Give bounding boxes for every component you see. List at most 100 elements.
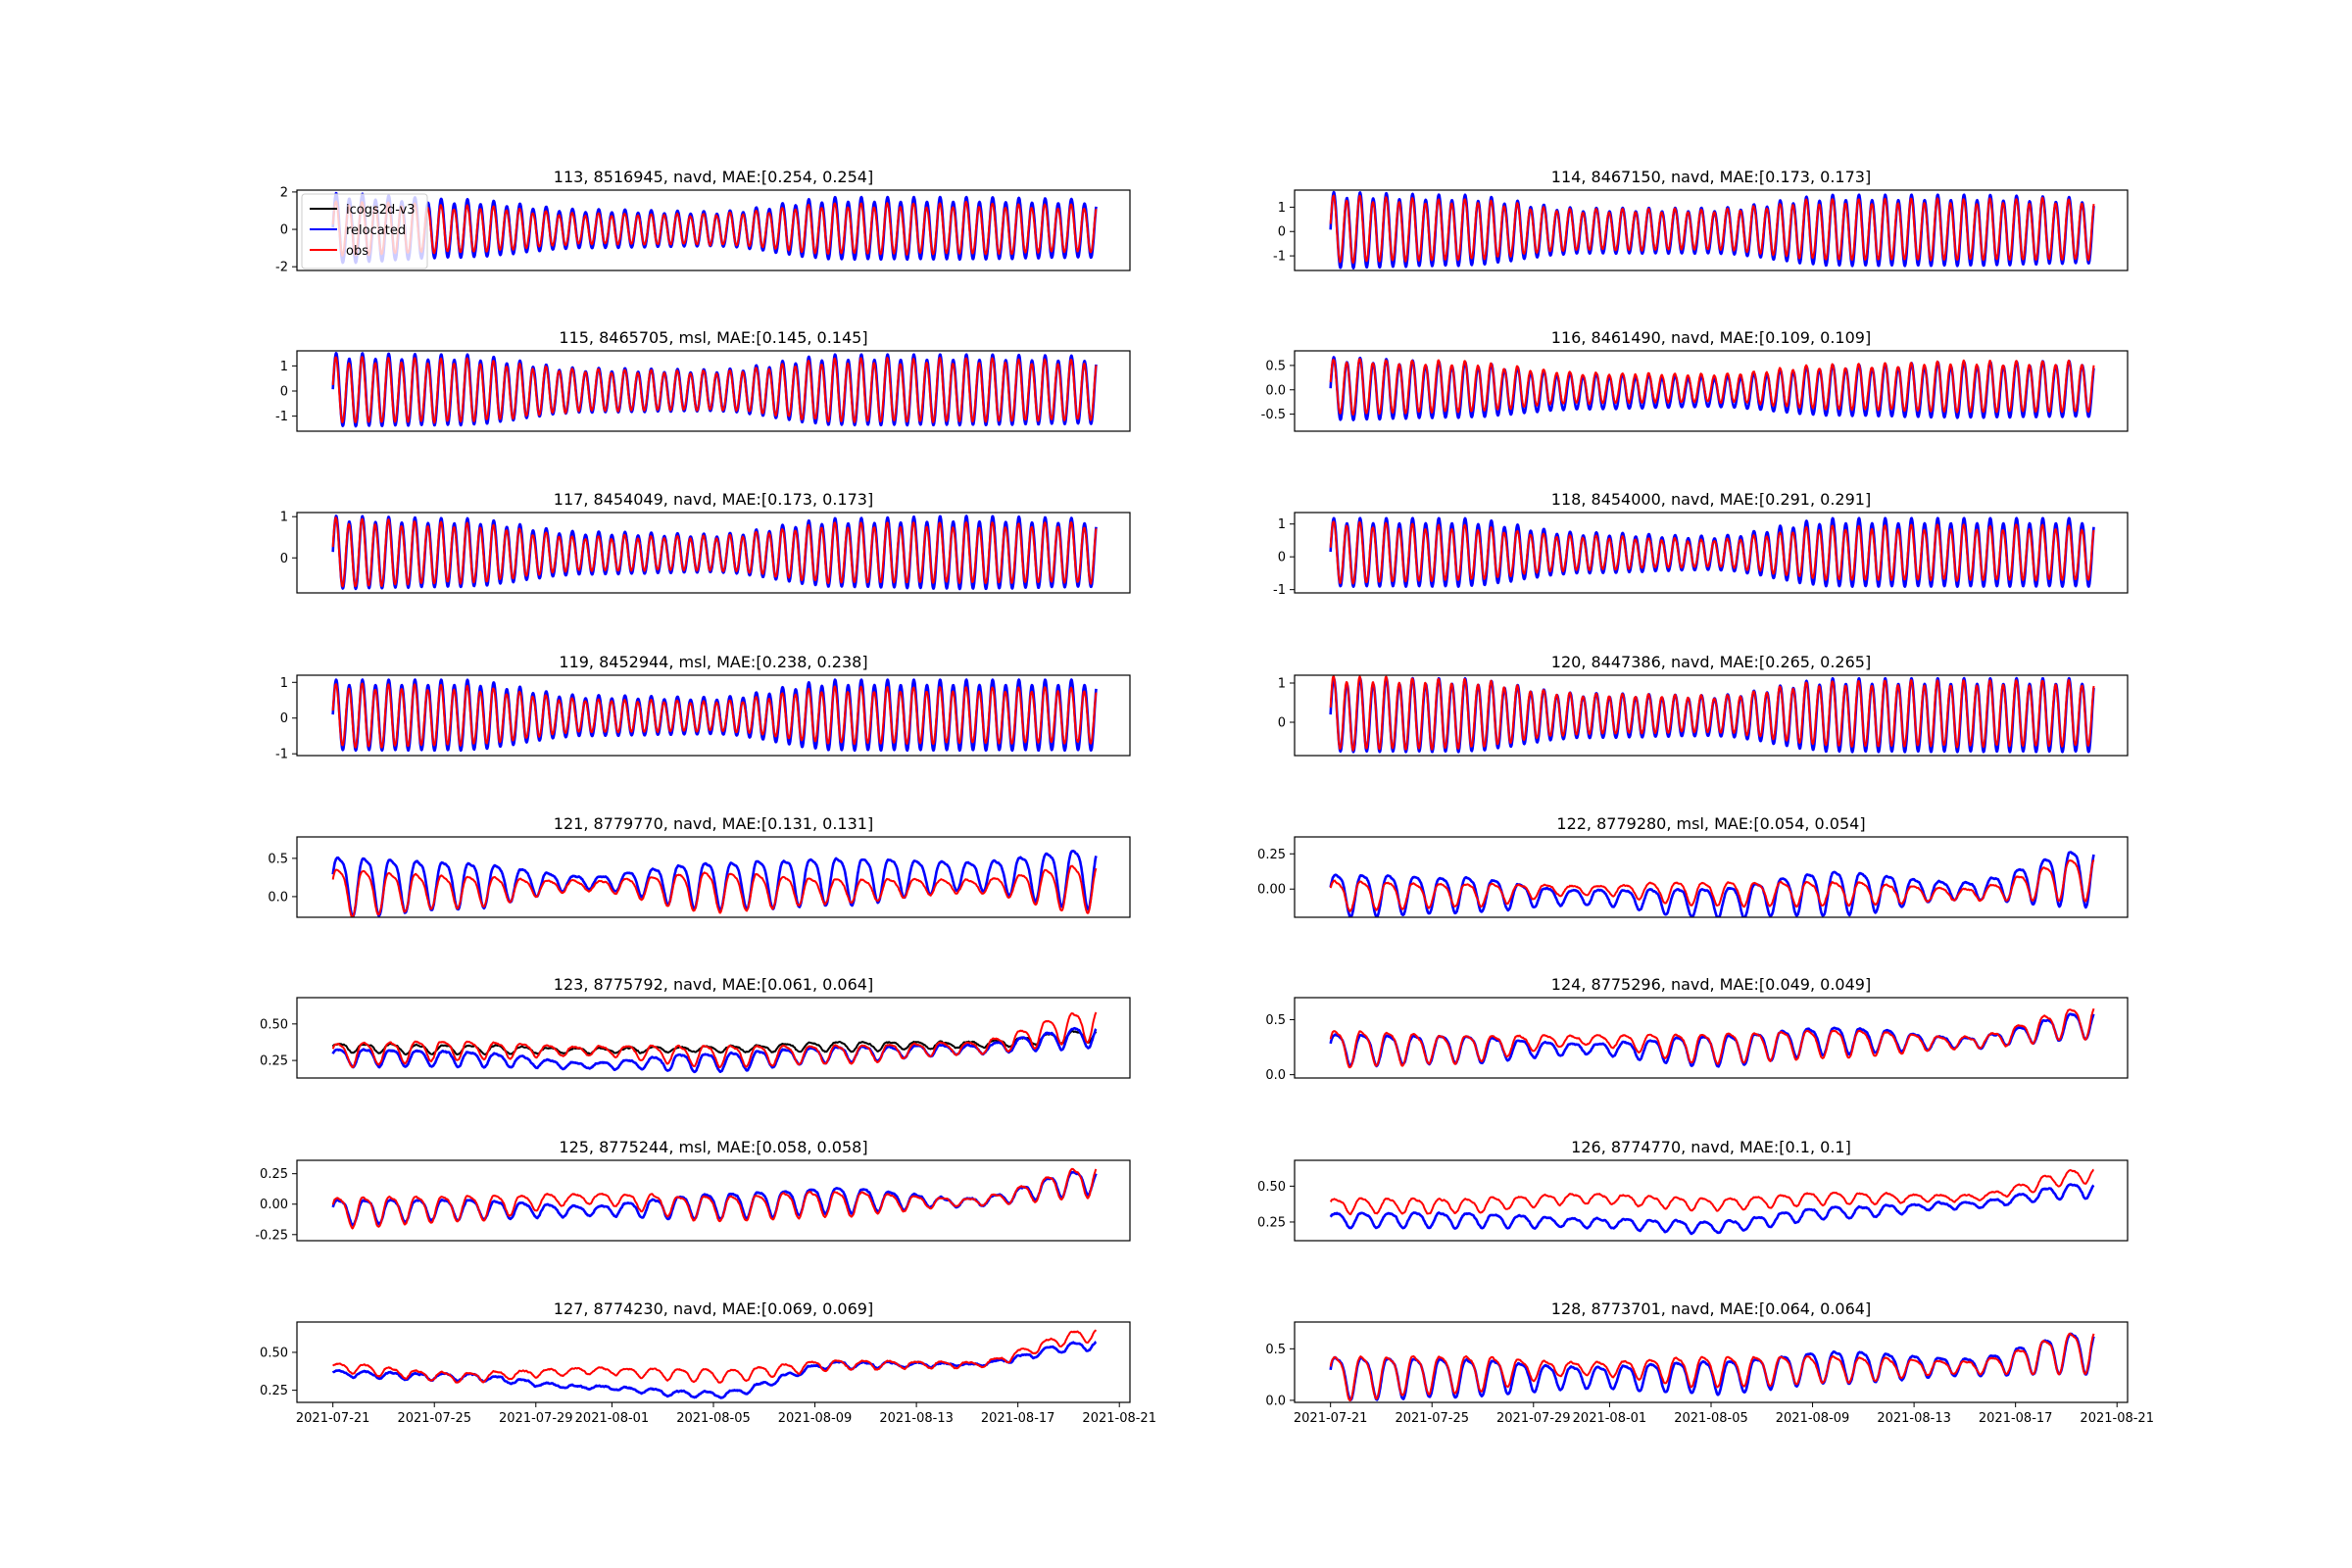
panel-1: 113, 8516945, navd, MAE:[0.254, 0.254] 2 0… — [275, 168, 1131, 275]
panel-4: 116, 8461490, navd, MAE:[0.109, 0.109] 0.… — [1261, 328, 2129, 432]
panel-title: 119, 8452944, msl, MAE:[0.238, 0.238] — [559, 653, 867, 671]
x-tick-label: 2021-08-21 — [2080, 1411, 2154, 1426]
axes-frame — [1294, 674, 2129, 757]
y-tick-label: 0.00 — [260, 1198, 288, 1212]
y-tick-label: 1 — [280, 360, 288, 374]
y-tick-label: 1 — [1278, 201, 1286, 216]
series-line-obs — [1329, 675, 2095, 752]
x-tick-label: 2021-08-05 — [676, 1411, 751, 1426]
y-tick-label: 0 — [280, 552, 288, 566]
axes-frame — [296, 512, 1131, 594]
y-tick-label: 1 — [280, 511, 288, 525]
panel-3: 115, 8465705, msl, MAE:[0.145, 0.145] 1 0 -… — [275, 328, 1131, 432]
x-tick-label: 2021-08-09 — [778, 1411, 853, 1426]
panel-13: 125, 8775244, msl, MAE:[0.058, 0.058] 0.2… — [255, 1138, 1131, 1243]
axes-frame — [296, 189, 1131, 271]
y-tick-label: 0.50 — [1257, 1180, 1286, 1195]
x-tick-label: 2021-07-29 — [1496, 1411, 1571, 1426]
y-tick-label: 0.0 — [1265, 1068, 1286, 1083]
y-tick-label: -2 — [275, 261, 288, 275]
panel-title: 124, 8775296, navd, MAE:[0.049, 0.049] — [1551, 975, 1871, 994]
axes-frame — [296, 674, 1131, 757]
panel-title: 120, 8447386, navd, MAE:[0.265, 0.265] — [1551, 653, 1871, 671]
series-line-obs — [1329, 858, 2095, 912]
series-line-obs — [1329, 1332, 2095, 1402]
panel-6: 118, 8454000, navd, MAE:[0.291, 0.291] 1 0… — [1273, 490, 2129, 598]
panel-10: 122, 8779280, msl, MAE:[0.054, 0.054] 0.2… — [1257, 814, 2129, 918]
series-line-obs — [331, 682, 1098, 749]
x-tick-label: 2021-08-09 — [1776, 1411, 1850, 1426]
x-tick-label: 2021-08-05 — [1674, 1411, 1748, 1426]
y-tick-label: 0 — [1278, 225, 1286, 240]
y-tick-label: 0 — [280, 223, 288, 238]
panel-title: 117, 8454049, navd, MAE:[0.173, 0.173] — [554, 490, 873, 509]
axes-frame — [296, 997, 1131, 1079]
panel-title: 118, 8454000, navd, MAE:[0.291, 0.291] — [1551, 490, 1871, 509]
y-tick-label: 0 — [1278, 716, 1286, 731]
series-line-obs — [331, 1167, 1098, 1230]
x-tick-label: 2021-07-21 — [296, 1411, 370, 1426]
y-tick-label: 0 — [280, 385, 288, 400]
panel-title: 116, 8461490, navd, MAE:[0.109, 0.109] — [1551, 328, 1871, 347]
x-tick-label: 2021-08-13 — [1877, 1411, 1951, 1426]
y-tick-label: 0.5 — [1265, 1013, 1286, 1028]
x-tick-label: 2021-08-13 — [879, 1411, 954, 1426]
panel-12: 124, 8775296, navd, MAE:[0.049, 0.049] 0.… — [1265, 975, 2129, 1083]
y-tick-label: -1 — [1273, 250, 1286, 265]
y-tick-label: 0.25 — [260, 1384, 288, 1398]
x-tick-label: 2021-08-21 — [1082, 1411, 1156, 1426]
series-line-obs — [1329, 520, 2095, 585]
x-tick-label: 2021-07-25 — [1395, 1411, 1469, 1426]
series-line-obs — [1329, 1007, 2095, 1069]
y-tick-label: 2 — [280, 185, 288, 200]
panel-title: 113, 8516945, navd, MAE:[0.254, 0.254] — [554, 168, 873, 186]
panel-title: 115, 8465705, msl, MAE:[0.145, 0.145] — [559, 328, 867, 347]
axes-frame — [296, 1159, 1131, 1242]
y-tick-label: 1 — [1278, 677, 1286, 692]
panel-title: 122, 8779280, msl, MAE:[0.054, 0.054] — [1556, 814, 1865, 833]
series-line-obs — [331, 1329, 1098, 1384]
series-line-relocated — [331, 1341, 1098, 1399]
panel-title: 121, 8779770, navd, MAE:[0.131, 0.131] — [554, 814, 873, 833]
axes-frame — [1294, 512, 2129, 594]
axes-frame — [1294, 1159, 2129, 1242]
y-tick-label: 1 — [1278, 517, 1286, 532]
x-tick-label: 2021-08-01 — [1573, 1411, 1647, 1426]
panel-15: 127, 8774230, navd, MAE:[0.069, 0.069] 0.… — [260, 1299, 1156, 1426]
y-tick-label: 0.0 — [1265, 1394, 1286, 1408]
y-tick-label: 0.0 — [268, 890, 288, 905]
legend-label: icogs2d-v3 — [346, 203, 416, 218]
y-tick-label: -1 — [275, 748, 288, 762]
axes-frame — [296, 836, 1131, 918]
y-tick-label: -1 — [1273, 583, 1286, 598]
panel-title: 128, 8773701, navd, MAE:[0.064, 0.064] — [1551, 1299, 1871, 1318]
legend: icogs2d-v3 relocated obs — [301, 193, 428, 270]
series-line-relocated — [1329, 851, 2095, 917]
y-tick-label: 0.5 — [268, 852, 288, 866]
x-tick-label: 2021-07-29 — [499, 1411, 573, 1426]
panel-2: 114, 8467150, navd, MAE:[0.173, 0.173] 1 0… — [1273, 168, 2129, 271]
panel-title: 125, 8775244, msl, MAE:[0.058, 0.058] — [559, 1138, 867, 1156]
y-tick-label: -0.5 — [1261, 408, 1286, 422]
series-line-obs — [1329, 1168, 2094, 1216]
series-line-obs — [1329, 358, 2095, 416]
series-line-obs — [331, 516, 1098, 588]
x-tick-label: 2021-07-25 — [397, 1411, 471, 1426]
panel-8: 120, 8447386, navd, MAE:[0.265, 0.265] 1 0 — [1278, 653, 2129, 757]
axes-frame — [1294, 997, 2129, 1079]
series-line-relocated — [1329, 1332, 2095, 1401]
legend-label: obs — [346, 244, 368, 259]
axes-frame — [1294, 350, 2129, 432]
y-tick-label: 0.50 — [260, 1346, 288, 1360]
x-tick-label: 2021-08-17 — [981, 1411, 1055, 1426]
y-tick-label: 0.25 — [260, 1167, 288, 1182]
y-tick-label: 0.00 — [1257, 883, 1286, 898]
series-line-relocated — [1329, 1183, 2095, 1236]
panel-title: 126, 8774770, navd, MAE:[0.1, 0.1] — [1571, 1138, 1851, 1156]
panel-16: 128, 8773701, navd, MAE:[0.064, 0.064] 0.… — [1265, 1299, 2154, 1426]
x-tick-label: 2021-07-21 — [1294, 1411, 1368, 1426]
panel-title: 127, 8774230, navd, MAE:[0.069, 0.069] — [554, 1299, 873, 1318]
y-tick-label: 0.25 — [260, 1054, 288, 1069]
x-tick-label: 2021-08-01 — [575, 1411, 650, 1426]
